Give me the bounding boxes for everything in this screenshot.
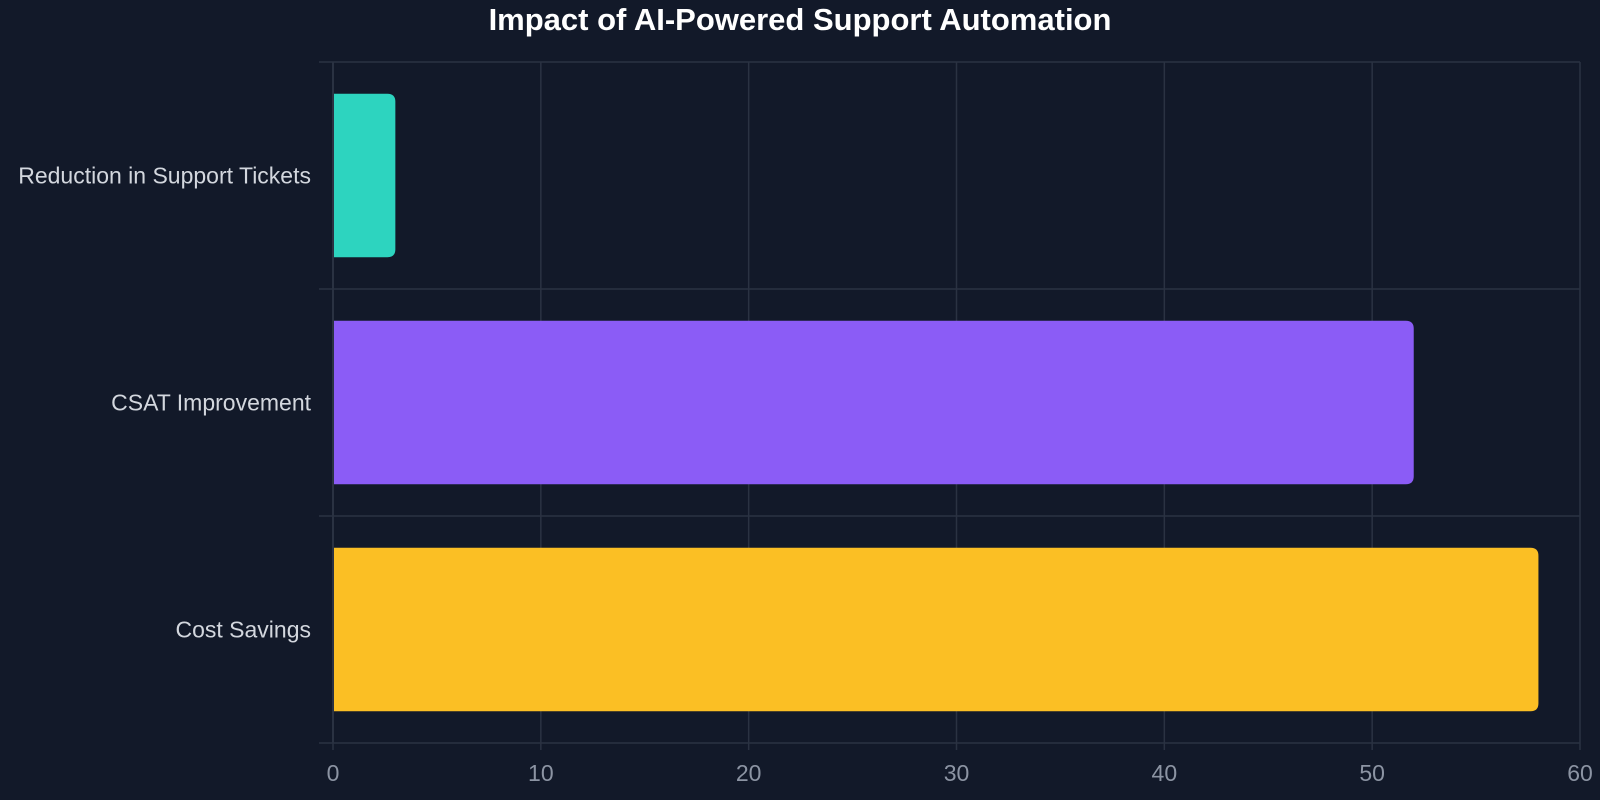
x-tick-label: 50 xyxy=(1359,760,1385,786)
x-tick-label: 30 xyxy=(944,760,970,786)
x-tick-label: 10 xyxy=(528,760,554,786)
chart-title: Impact of AI-Powered Support Automation xyxy=(489,2,1112,37)
bar-layer xyxy=(332,62,1539,743)
x-tick-label: 60 xyxy=(1567,760,1593,786)
x-tick-label: 40 xyxy=(1152,760,1178,786)
bar xyxy=(333,547,1539,712)
x-tick-label: 20 xyxy=(736,760,762,786)
bar xyxy=(333,93,396,258)
category-label: Cost Savings xyxy=(175,617,311,643)
x-tick-labels: 0 10 20 30 40 50 60 xyxy=(327,760,1593,786)
bar xyxy=(333,320,1414,485)
category-labels: Reduction in Support Tickets CSAT Improve… xyxy=(18,163,311,643)
category-label: Reduction in Support Tickets xyxy=(18,163,311,189)
category-label: CSAT Improvement xyxy=(111,390,311,416)
x-tick-label: 0 xyxy=(327,760,340,786)
